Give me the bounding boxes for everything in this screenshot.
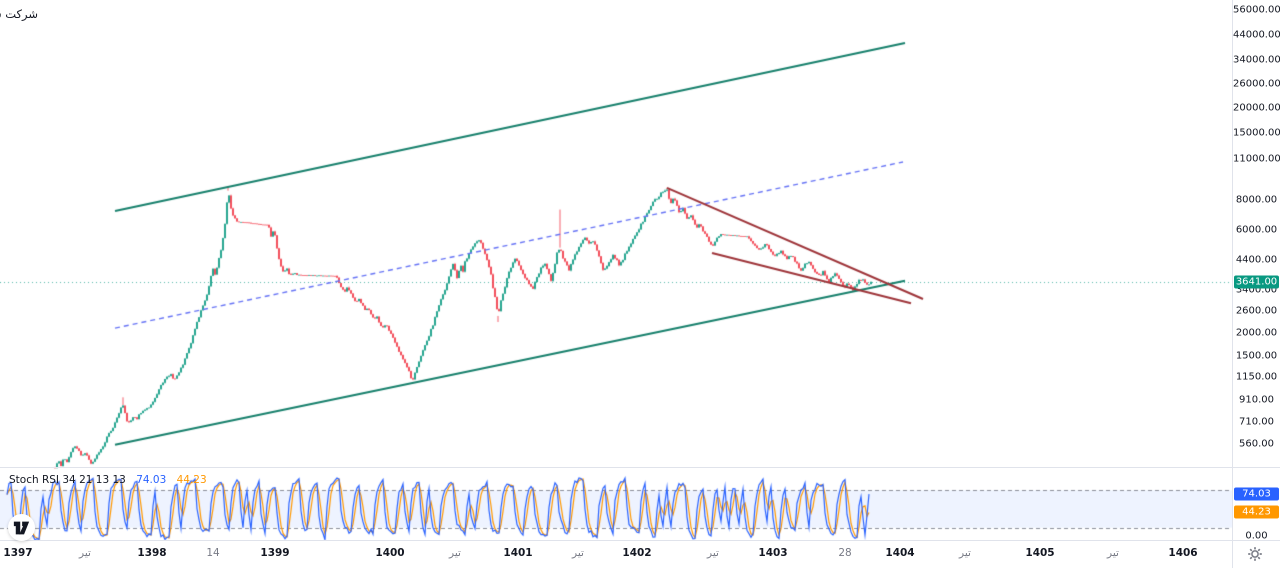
time-tick: 1402 [622,547,652,559]
price-tick: 1500.00 [1235,350,1278,362]
time-tick: 1397 [3,547,33,559]
price-tick: 2000.00 [1235,327,1278,339]
symbol-title[interactable]: شرکت سرمایه گذاری مسکن شمالغرب [0,7,38,21]
stoch-d-badge: 44.23 [1234,505,1279,519]
tradingview-logo-glyph [13,521,30,534]
price-tick: 8000.00 [1235,194,1278,206]
stoch-d-value: 44.23 [176,474,207,486]
price-tick: 26000.00 [1233,78,1280,90]
price-tick: 56000.00 [1233,4,1280,16]
price-tick: 560.00 [1239,438,1274,450]
time-tick: 28 [838,547,852,559]
price-tick: 3400.00 [1235,284,1278,296]
price-tick: 11000.00 [1233,153,1280,165]
price-tick: 6000.00 [1235,224,1278,236]
price-tick: 34000.00 [1233,54,1280,66]
indicator-params: 34 21 13 13 [62,474,126,486]
time-tick: 1404 [885,547,915,559]
price-tick: 2600.00 [1235,305,1278,317]
time-tick: تیر [959,547,971,559]
indicator-header[interactable]: Stoch RSI 34 21 13 13 74.03 44.23 [9,474,207,486]
indicator-name: Stoch RSI [9,474,60,486]
time-axis-divider [0,540,1280,541]
settings-gear-icon[interactable] [1246,545,1264,563]
time-tick: 1399 [260,547,290,559]
time-tick: 1400 [375,547,405,559]
time-tick: 14 [206,547,220,559]
pane-divider[interactable] [0,467,1280,468]
time-tick: 1401 [503,547,533,559]
time-tick: تیر [449,547,461,559]
time-tick: 1398 [137,547,167,559]
time-axis[interactable]: 1397 تیر 1398 14 1399 1400 تیر 1401 تیر 1402 تیر 14… [0,541,1232,568]
price-tick: 15000.00 [1233,127,1280,139]
time-tick: تیر [572,547,584,559]
price-axis[interactable]: 56000.00 44000.00 34000.00 26000.00 20000.00… [1232,0,1280,568]
price-tick: 20000.00 [1233,102,1280,114]
price-tick: 910.00 [1239,394,1274,406]
time-tick: تیر [1107,547,1119,559]
symbol-header: شرکت سرمایه گذاری مسکن شمالغرب·1D·فرابور… [0,7,48,21]
time-tick: 1405 [1025,547,1055,559]
time-tick: 1406 [1168,547,1198,559]
price-tick: 710.00 [1239,416,1274,428]
time-tick: تیر [79,547,91,559]
last-price-badge: 3641.00 [1234,275,1279,289]
stoch-k-value: 74.03 [136,474,167,486]
stoch-k-badge: 74.03 [1234,487,1279,501]
price-tick: 1150.00 [1235,371,1278,383]
price-tick: 44000.00 [1233,29,1280,41]
time-tick: 1403 [758,547,788,559]
tradingview-logo[interactable] [8,514,35,541]
time-tick: تیر [707,547,719,559]
indicator-zero-tick: 0.00 [1245,530,1268,542]
price-chart-canvas[interactable] [0,0,1232,568]
price-tick: 4400.00 [1235,254,1278,266]
